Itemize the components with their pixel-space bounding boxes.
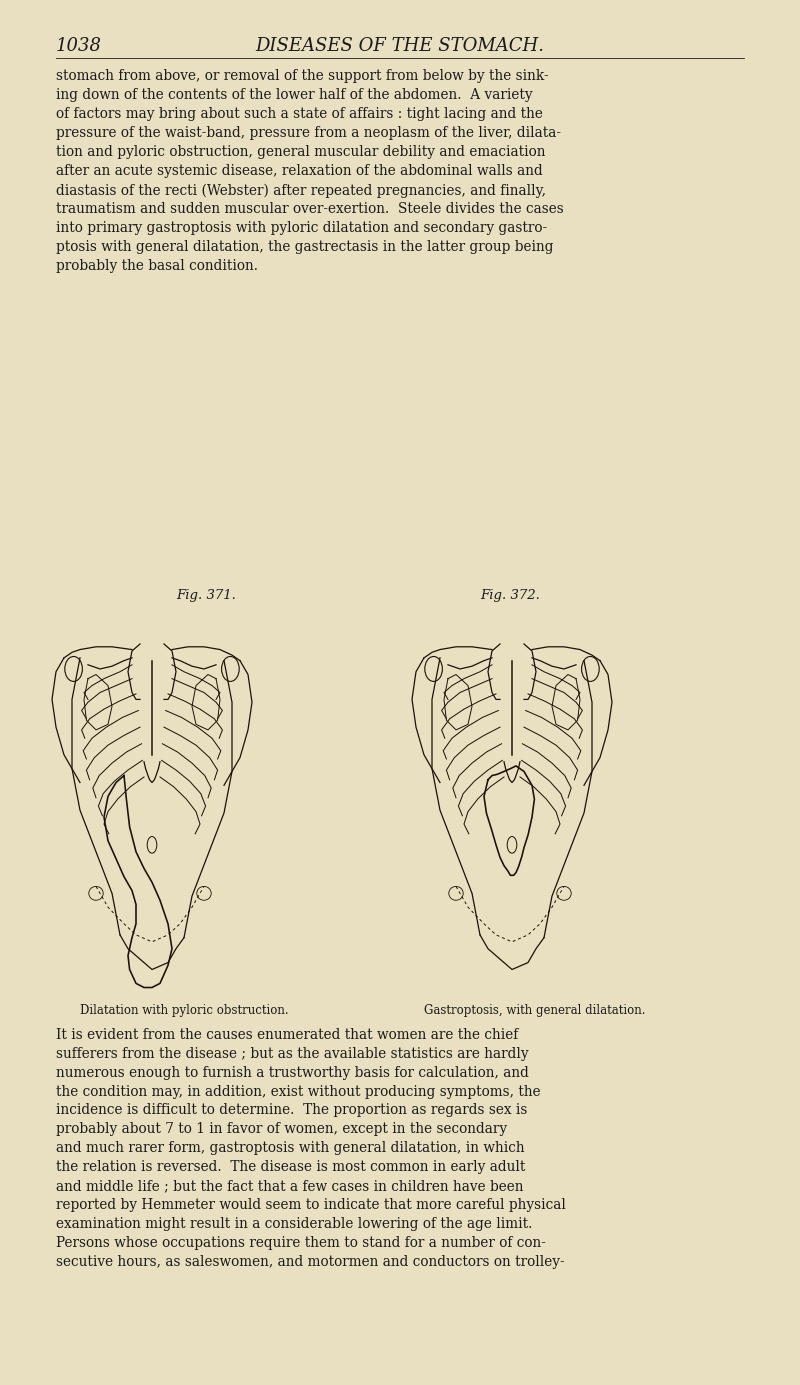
Text: DISEASES OF THE STOMACH.: DISEASES OF THE STOMACH. bbox=[255, 37, 545, 55]
Text: Fig. 371.: Fig. 371. bbox=[176, 589, 236, 601]
Text: It is evident from the causes enumerated that women are the chief
sufferers from: It is evident from the causes enumerated… bbox=[56, 1028, 566, 1269]
Text: Fig. 372.: Fig. 372. bbox=[480, 589, 540, 601]
Text: 1038: 1038 bbox=[56, 37, 102, 55]
Text: Dilatation with pyloric obstruction.: Dilatation with pyloric obstruction. bbox=[80, 1004, 289, 1017]
Text: stomach from above, or removal of the support from below by the sink-
ing down o: stomach from above, or removal of the su… bbox=[56, 69, 564, 273]
Text: Gastroptosis, with general dilatation.: Gastroptosis, with general dilatation. bbox=[424, 1004, 646, 1017]
